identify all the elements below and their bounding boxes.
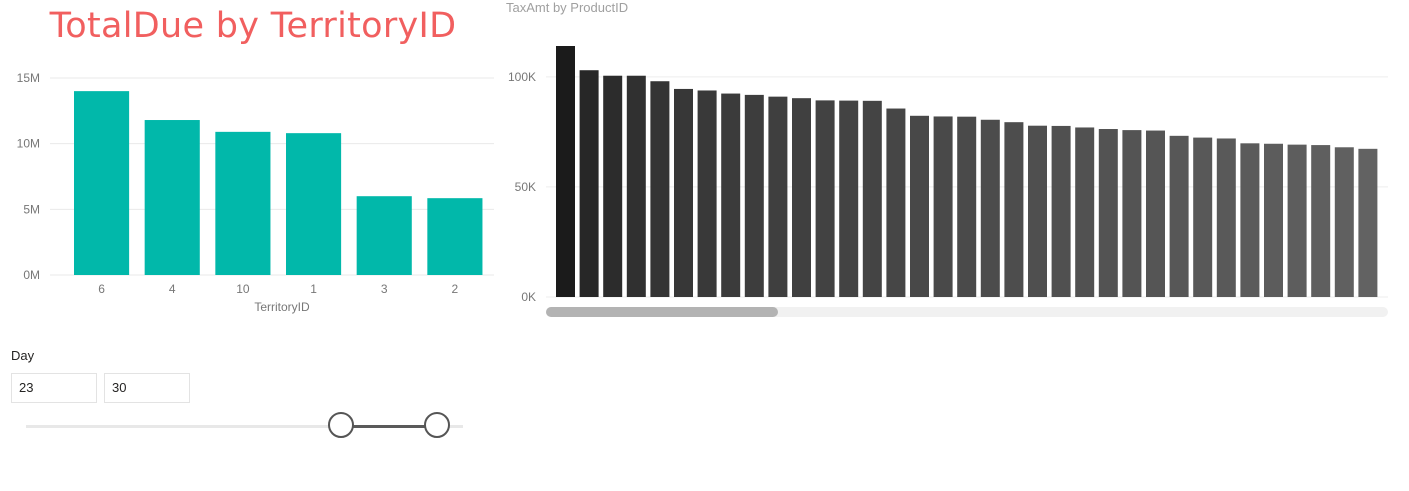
bar: [356, 196, 412, 275]
bar: [1028, 125, 1047, 297]
bar: [957, 116, 977, 297]
day-slicer-label: Day: [11, 348, 35, 363]
x-tick-label: 3: [381, 282, 388, 296]
y-tick-label: 15M: [17, 71, 40, 85]
y-tick-label: 10M: [17, 137, 40, 151]
x-axis-title: TerritoryID: [254, 300, 310, 314]
bar: [980, 119, 1000, 297]
bar: [1264, 143, 1283, 297]
y-tick-label: 0M: [23, 268, 40, 282]
bar: [1216, 138, 1236, 297]
taxamt-bar-chart: 0K 50K 100K: [508, 46, 1388, 304]
bar: [579, 70, 599, 297]
bar: [1004, 122, 1024, 298]
y-tick-label: 100K: [508, 70, 536, 84]
bar: [1334, 147, 1354, 297]
day-to-input[interactable]: 30: [104, 373, 190, 403]
day-slider-selected-range: [340, 425, 438, 428]
bar: [1146, 130, 1165, 297]
bar: [744, 94, 764, 298]
y-tick-label: 5M: [23, 202, 40, 216]
bar: [1169, 135, 1189, 297]
bar: [721, 93, 741, 297]
chart-horizontal-scrollbar[interactable]: [546, 307, 1388, 317]
bar: [697, 90, 717, 297]
y-tick-label: 50K: [515, 180, 536, 194]
x-tick-label: 6: [98, 282, 105, 296]
day-slider-end-handle[interactable]: [424, 412, 451, 438]
bar: [815, 100, 835, 297]
bar: [1051, 125, 1071, 298]
bar: [74, 91, 130, 275]
bar: [1075, 127, 1095, 298]
bar: [674, 88, 693, 298]
bar: [427, 198, 483, 275]
scrollbar-thumb[interactable]: [546, 307, 778, 317]
bar: [839, 100, 859, 297]
bar: [626, 75, 646, 297]
bar: [1193, 137, 1213, 297]
bar: [862, 100, 882, 297]
day-from-input[interactable]: 23: [11, 373, 97, 403]
totaldue-bar-chart: 0M 5M 10M 15M 6 4 10 1 3 2 TerritoryID: [17, 71, 494, 314]
y-tick-label: 0K: [521, 290, 536, 304]
x-tick-label: 4: [169, 282, 176, 296]
bar: [933, 116, 953, 297]
bar: [1240, 143, 1260, 297]
bar: [144, 120, 200, 275]
x-tick-label: 1: [310, 282, 317, 296]
bar: [768, 96, 788, 297]
day-slider-start-handle[interactable]: [327, 412, 354, 438]
bar: [1098, 129, 1118, 297]
bar: [792, 98, 811, 297]
bar: [650, 81, 670, 297]
bar: [910, 115, 929, 297]
bar: [1358, 148, 1378, 297]
taxamt-chart-title: TaxAmt by ProductID: [506, 0, 629, 15]
bar: [1287, 144, 1307, 297]
bar: [886, 108, 906, 298]
bar: [556, 46, 575, 297]
report-title: TotalDue by TerritoryID: [49, 6, 457, 46]
bar: [286, 133, 342, 275]
bar: [603, 75, 623, 297]
day-slider-track[interactable]: [26, 425, 463, 428]
bar: [215, 131, 271, 275]
bar: [1122, 130, 1142, 297]
x-tick-label: 10: [236, 282, 250, 296]
x-tick-label: 2: [452, 282, 459, 296]
bar: [1311, 145, 1331, 297]
